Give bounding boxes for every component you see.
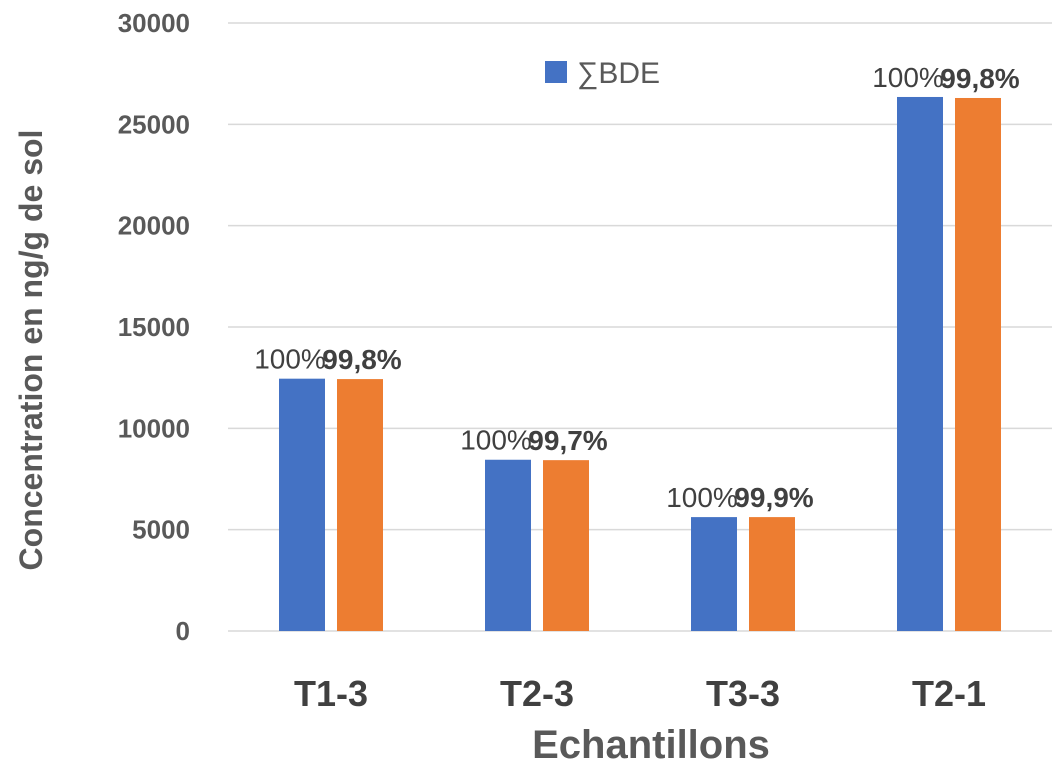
legend-label-bde: ∑BDE <box>577 57 660 90</box>
legend: ∑BDE <box>545 57 660 90</box>
y-tick-label: 0 <box>176 616 190 646</box>
y-tick-label: 25000 <box>118 109 190 139</box>
x-tick-label: T2-3 <box>500 673 574 714</box>
data-label: 99,7% <box>528 425 607 456</box>
data-label: 100% <box>460 425 532 456</box>
y-tick-label: 30000 <box>118 8 190 38</box>
bar-T3-3-series-1 <box>691 517 737 631</box>
data-labels: 100%99,8%100%99,7%100%99,9%100%99,8% <box>254 62 1020 513</box>
bars <box>279 96 1001 632</box>
data-label: 99,9% <box>734 482 813 513</box>
data-label: 99,8% <box>940 63 1019 94</box>
data-label: 100% <box>666 482 738 513</box>
bar-T1-3-series-2 <box>337 379 383 631</box>
data-label: 99,8% <box>322 344 401 375</box>
bar-T3-3-series-2 <box>749 517 795 631</box>
y-tick-label: 20000 <box>118 211 190 241</box>
x-tick-label: T1-3 <box>294 673 368 714</box>
x-tick-label: T3-3 <box>706 673 780 714</box>
bar-T2-1-series-2 <box>955 97 1001 631</box>
y-axis-ticks: 0 5000 10000 15000 20000 25000 30000 <box>118 8 190 646</box>
y-tick-label: 5000 <box>132 515 190 545</box>
y-axis-label: Concentration en ng/g de sol <box>13 130 49 571</box>
y-tick-label: 10000 <box>118 413 190 443</box>
x-axis-label: Echantillons <box>532 723 770 762</box>
legend-swatch-bde <box>545 61 567 83</box>
bar-T2-3-series-2 <box>543 460 589 631</box>
x-tick-label: T2-1 <box>912 673 986 714</box>
bar-T1-3-series-1 <box>279 378 325 631</box>
y-tick-label: 15000 <box>118 312 190 342</box>
bar-T2-3-series-1 <box>485 459 531 631</box>
bar-T2-1-series-1 <box>897 96 943 632</box>
data-label: 100% <box>872 62 944 93</box>
data-label: 100% <box>254 344 326 375</box>
x-axis-ticks: T1-3 T2-3 T3-3 T2-1 <box>294 673 986 714</box>
